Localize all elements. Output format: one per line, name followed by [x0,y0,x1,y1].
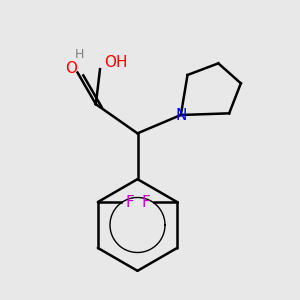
Text: F: F [125,195,134,210]
Text: O: O [65,61,77,76]
Text: N: N [175,107,187,122]
Text: H: H [74,48,84,61]
Text: F: F [141,195,150,210]
Text: OH: OH [104,55,128,70]
